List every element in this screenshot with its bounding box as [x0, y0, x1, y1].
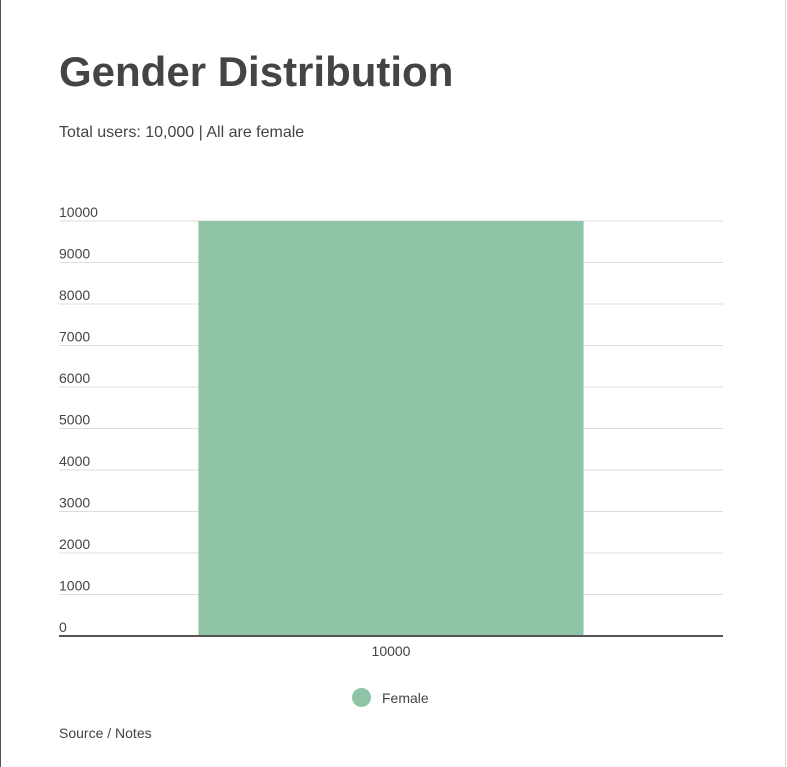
chart-subtitle: Total users: 10,000 | All are female	[59, 124, 305, 141]
y-tick-label: 6000	[59, 370, 90, 386]
chart-title: Gender Distribution	[59, 48, 454, 95]
y-tick-label: 5000	[59, 412, 90, 428]
y-tick-label: 2000	[59, 536, 90, 552]
bar-female	[198, 221, 584, 636]
x-tick-label: 10000	[372, 643, 411, 659]
y-tick-label: 7000	[59, 329, 90, 345]
chart-legend: Female	[352, 688, 429, 707]
y-tick-label: 0	[59, 619, 67, 635]
y-tick-label: 10000	[59, 204, 98, 220]
source-notes: Source / Notes	[59, 725, 152, 741]
y-tick-label: 8000	[59, 287, 90, 303]
y-tick-label: 1000	[59, 578, 90, 594]
y-tick-label: 3000	[59, 495, 90, 511]
legend-label-female: Female	[382, 689, 429, 706]
y-tick-label: 9000	[59, 246, 90, 262]
y-tick-label: 4000	[59, 453, 90, 469]
legend-swatch-female	[352, 688, 371, 707]
bar-chart: 0 1000 2000 3000 4000 5000 6000 7000 8000 9000 100…	[59, 204, 723, 659]
